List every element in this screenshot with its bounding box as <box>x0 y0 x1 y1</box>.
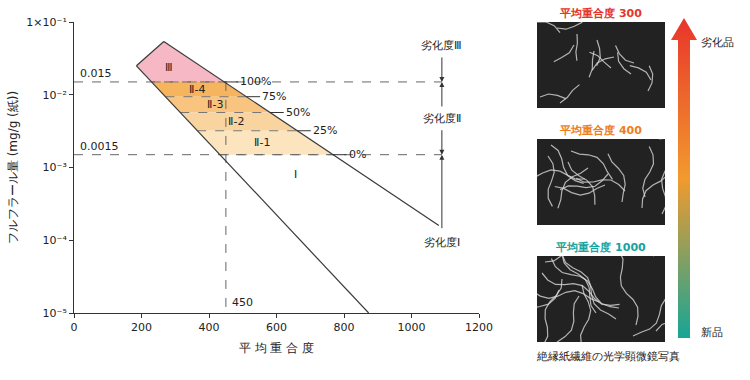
svg-text:25%: 25% <box>313 124 337 137</box>
svg-text:10⁻⁵: 10⁻⁵ <box>43 307 67 320</box>
svg-text:200: 200 <box>131 321 152 334</box>
svg-text:平均重合度 1000: 平均重合度 1000 <box>555 241 646 254</box>
svg-text:フルフラール量 (mg/g (紙)): フルフラール量 (mg/g (紙)) <box>6 91 20 244</box>
svg-text:Ⅰ: Ⅰ <box>294 168 297 181</box>
svg-text:10⁻²: 10⁻² <box>43 89 67 102</box>
svg-text:劣化度Ⅱ: 劣化度Ⅱ <box>423 112 461 125</box>
svg-text:800: 800 <box>334 321 355 334</box>
svg-text:600: 600 <box>266 321 287 334</box>
svg-text:Ⅲ: Ⅲ <box>165 61 173 74</box>
svg-text:劣化品: 劣化品 <box>701 36 734 49</box>
svg-text:平均重合度 300: 平均重合度 300 <box>559 7 642 20</box>
svg-text:Ⅱ-4: Ⅱ-4 <box>189 83 205 96</box>
svg-text:10⁻³: 10⁻³ <box>43 161 67 174</box>
svg-text:50%: 50% <box>286 106 310 119</box>
svg-text:平 均 重 合 度: 平 均 重 合 度 <box>239 341 314 355</box>
svg-text:0: 0 <box>71 321 78 334</box>
svg-text:100%: 100% <box>240 75 271 88</box>
svg-text:0.0015: 0.0015 <box>80 140 119 153</box>
svg-text:新品: 新品 <box>701 326 723 339</box>
svg-text:0.015: 0.015 <box>80 67 112 80</box>
svg-text:450: 450 <box>232 296 253 309</box>
svg-text:1200: 1200 <box>465 321 493 334</box>
svg-text:Ⅱ-1: Ⅱ-1 <box>254 136 270 149</box>
svg-text:0%: 0% <box>349 148 366 161</box>
svg-text:平均重合度 400: 平均重合度 400 <box>559 124 642 137</box>
svg-text:1×10⁻¹: 1×10⁻¹ <box>26 16 66 29</box>
svg-text:75%: 75% <box>262 90 286 103</box>
svg-text:劣化度Ⅲ: 劣化度Ⅲ <box>421 39 462 52</box>
svg-text:1000: 1000 <box>398 321 426 334</box>
svg-text:劣化度Ⅰ: 劣化度Ⅰ <box>424 236 460 249</box>
svg-text:絶縁紙繊維の光学顕微鏡写真: 絶縁紙繊維の光学顕微鏡写真 <box>536 350 680 363</box>
svg-text:10⁻⁴: 10⁻⁴ <box>43 234 68 247</box>
svg-text:Ⅱ-3: Ⅱ-3 <box>207 98 223 111</box>
svg-text:400: 400 <box>199 321 220 334</box>
svg-text:Ⅱ-2: Ⅱ-2 <box>228 115 244 128</box>
